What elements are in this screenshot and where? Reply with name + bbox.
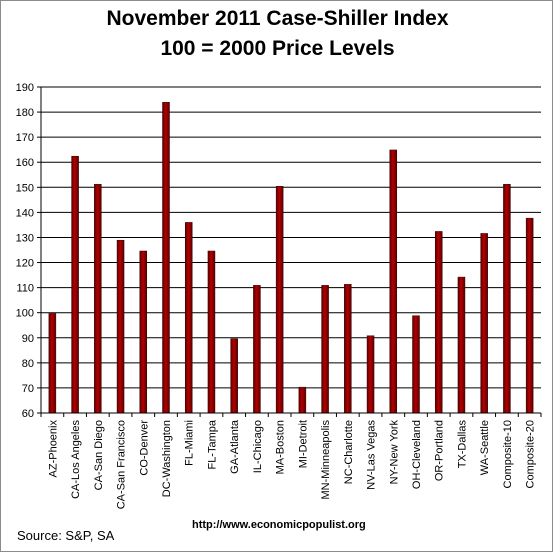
y-tick-label: 120 <box>16 258 34 270</box>
source-note: Source: S&P, SA <box>17 528 115 543</box>
bar <box>412 315 420 414</box>
x-tick-label: FL-Tampa <box>206 419 218 469</box>
bar <box>480 233 488 414</box>
chart-subtitle: 100 = 2000 Price Levels <box>160 37 395 60</box>
bar <box>389 149 398 414</box>
bar <box>207 250 216 414</box>
bar <box>116 239 125 414</box>
bar <box>48 313 57 414</box>
x-tick-label: DC-Washington <box>161 420 173 497</box>
source-url: http://www.economicpopulist.org <box>192 519 366 531</box>
axes <box>40 87 541 414</box>
x-tick-label: NC-Charlotte <box>343 420 355 484</box>
x-tick-label: AZ-Phoenix <box>47 420 59 478</box>
grid-lines <box>41 86 541 389</box>
y-tick-label: 170 <box>16 132 34 144</box>
x-tick-label: TX-Dallas <box>456 420 468 469</box>
y-tick-label: 70 <box>22 383 34 395</box>
bar <box>321 285 329 414</box>
bar <box>525 217 534 414</box>
y-tick-labels: 60 70 80 90 100 110 120 130 140 150 160 170 180 190 <box>16 82 41 420</box>
x-tick-label: MN-Minneapolis <box>320 420 332 500</box>
bars <box>48 102 534 414</box>
bar <box>162 102 170 414</box>
bar <box>94 184 102 414</box>
y-tick-label: 90 <box>22 333 34 345</box>
y-tick-label: 130 <box>16 232 34 244</box>
bar <box>434 231 443 414</box>
chart-title: November 2011 Case-Shiller Index <box>106 7 449 30</box>
x-tick-label: NY-New York <box>388 420 400 485</box>
y-tick-label: 190 <box>16 82 34 94</box>
x-tick-label: NV-Las Vegas <box>366 420 378 490</box>
bar <box>275 186 284 414</box>
x-tick-label: CA-San Francisco <box>116 420 128 509</box>
bar <box>71 155 79 414</box>
bar <box>344 284 352 414</box>
y-tick-label: 60 <box>22 408 34 420</box>
x-tick-label: WA-Seattle <box>479 420 491 475</box>
y-tick-label: 160 <box>16 157 34 169</box>
bar <box>139 250 148 414</box>
bar <box>366 335 375 414</box>
x-tick-labels: AZ-Phoenix CA-Los Angeles CA-San Diego CA-S… <box>40 413 542 509</box>
bar <box>230 338 238 414</box>
x-tick-label: MA-Boston <box>275 420 287 474</box>
bar <box>184 222 193 414</box>
x-tick-label: GA-Atlanta <box>229 419 241 474</box>
y-tick-label: 150 <box>16 182 34 194</box>
x-tick-label: Composite-10 <box>502 420 514 488</box>
x-tick-label: OH-Cleveland <box>411 420 423 489</box>
x-tick-label: FL-Miami <box>184 420 196 466</box>
x-tick-label: IL-Chicago <box>252 420 264 473</box>
bar <box>503 184 511 414</box>
x-tick-label: CA-San Diego <box>93 420 105 490</box>
bar <box>298 386 307 414</box>
y-tick-label: 110 <box>16 283 34 295</box>
x-tick-label: CA-Los Angeles <box>70 420 82 499</box>
bar <box>253 285 261 414</box>
y-tick-label: 80 <box>22 358 34 370</box>
y-tick-label: 180 <box>16 107 34 119</box>
x-tick-label: CO-Denver <box>138 420 150 476</box>
x-tick-label: OR-Portland <box>434 420 446 481</box>
bar <box>457 276 466 414</box>
x-tick-label: MI-Detroit <box>297 420 309 468</box>
x-tick-label: Composite-20 <box>525 420 537 488</box>
y-tick-label: 140 <box>16 207 34 219</box>
y-tick-label: 100 <box>16 308 34 320</box>
